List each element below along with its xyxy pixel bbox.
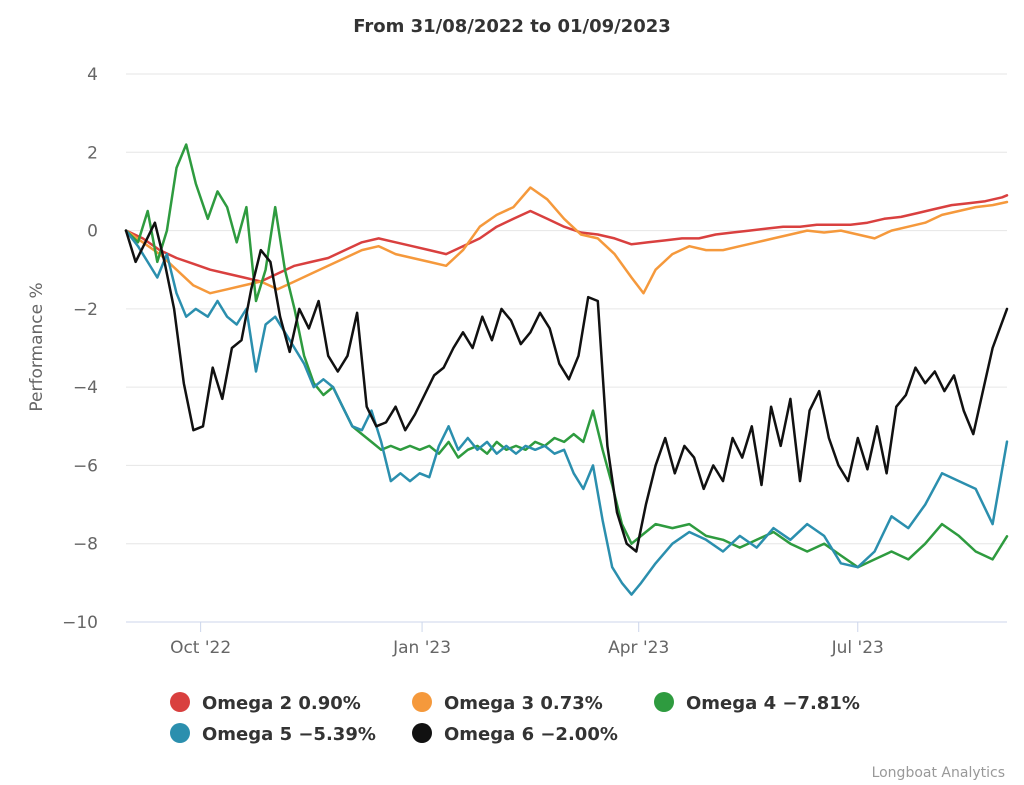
chart-title: From 31/08/2022 to 01/09/2023 (353, 16, 671, 37)
plot-area (124, 143, 1009, 596)
legend: Omega 2 0.90% Omega 3 0.73% Omega 4 −7.81%… (170, 692, 860, 745)
legend-marker (654, 692, 674, 712)
series-line-omega-6[interactable] (124, 221, 1009, 553)
y-tick-label: −2 (73, 300, 98, 320)
credit-text[interactable]: Longboat Analytics (872, 765, 1005, 781)
y-tick-label: 0 (87, 222, 98, 242)
legend-item-omega-4[interactable]: Omega 4 −7.81% (654, 692, 860, 714)
legend-item-omega-2[interactable]: Omega 2 0.90% (170, 692, 361, 714)
x-tick-label: Apr '23 (608, 638, 669, 658)
series-line-omega-3[interactable] (124, 186, 1009, 295)
legend-label: Omega 2 0.90% (202, 693, 361, 714)
legend-label: Omega 4 −7.81% (686, 693, 860, 714)
y-axis: 4 2 0 −2 −4 −6 −8 −10 (62, 65, 98, 633)
y-tick-label: −8 (73, 535, 98, 555)
legend-label: Omega 5 −5.39% (202, 724, 376, 745)
legend-item-omega-5[interactable]: Omega 5 −5.39% (170, 723, 376, 745)
legend-marker (412, 692, 432, 712)
y-tick-label: 4 (87, 65, 98, 85)
legend-label: Omega 3 0.73% (444, 693, 603, 714)
y-tick-label: −6 (73, 456, 98, 476)
y-tick-label: −10 (62, 613, 98, 633)
legend-label: Omega 6 −2.00% (444, 724, 618, 745)
y-axis-label: Performance % (27, 282, 47, 411)
x-tick-label: Jan '23 (392, 638, 451, 658)
gridlines (126, 73, 1007, 623)
series-line-omega-5[interactable] (124, 229, 1009, 596)
y-tick-label: 2 (87, 143, 98, 163)
x-tick-label: Oct '22 (170, 638, 231, 658)
x-tick-label: Jul '23 (831, 638, 884, 658)
legend-item-omega-6[interactable]: Omega 6 −2.00% (412, 723, 618, 745)
y-tick-label: −4 (73, 378, 98, 398)
legend-item-omega-3[interactable]: Omega 3 0.73% (412, 692, 603, 714)
legend-marker (412, 723, 432, 743)
series-line-omega-2[interactable] (124, 194, 1009, 283)
legend-marker (170, 692, 190, 712)
x-axis: Oct '22 Jan '23 Apr '23 Jul '23 (170, 622, 884, 658)
legend-marker (170, 723, 190, 743)
